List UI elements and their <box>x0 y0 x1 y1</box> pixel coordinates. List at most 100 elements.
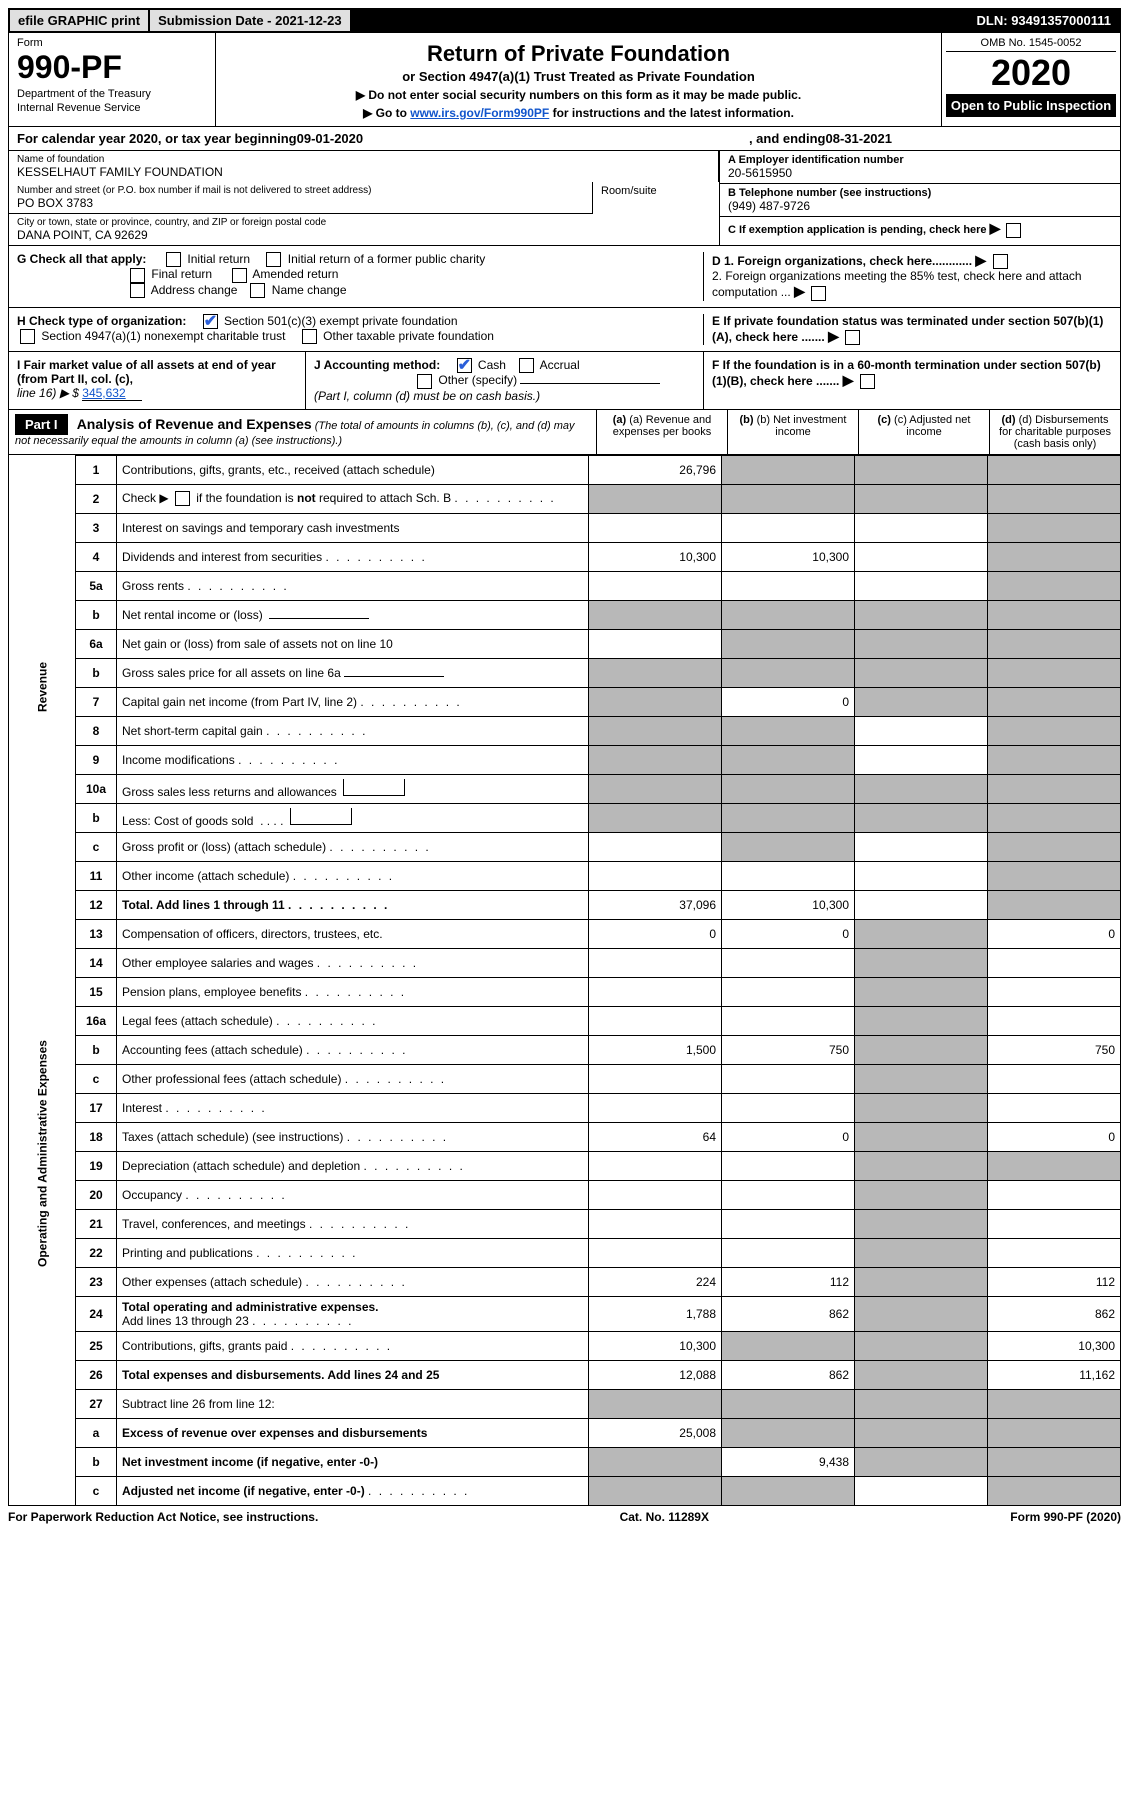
amt-a <box>589 716 722 745</box>
status-terminated-checkbox[interactable] <box>845 330 860 345</box>
amt-c <box>855 1296 988 1331</box>
amt-d <box>988 1180 1121 1209</box>
goto-post: for instructions and the latest informat… <box>549 106 794 120</box>
accrual-checkbox[interactable] <box>519 358 534 373</box>
amt-b: 862 <box>722 1360 855 1389</box>
table-row: b Less: Cost of goods sold . . . . <box>9 803 1121 832</box>
amt-d <box>988 1238 1121 1267</box>
line-desc: Net investment income (if negative, ente… <box>122 1455 378 1469</box>
amt-b <box>722 1476 855 1505</box>
initial-return-former-checkbox[interactable] <box>266 252 281 267</box>
amt-a <box>589 832 722 861</box>
gross-sales-input[interactable] <box>344 676 444 677</box>
instructions-link[interactable]: www.irs.gov/Form990PF <box>410 106 549 120</box>
initial-return-label: Initial return <box>187 252 250 266</box>
amt-c <box>855 1209 988 1238</box>
4947a1-checkbox[interactable] <box>20 329 35 344</box>
amt-c <box>855 716 988 745</box>
table-row: 5a Gross rents <box>9 571 1121 600</box>
part1-badge: Part I <box>15 414 68 435</box>
cash-label: Cash <box>478 358 506 372</box>
line-num: 11 <box>76 861 117 890</box>
paperwork-notice: For Paperwork Reduction Act Notice, see … <box>8 1510 318 1524</box>
line-desc: Less: Cost of goods sold <box>122 814 253 828</box>
form-number: 990-PF <box>17 49 207 86</box>
amt-b <box>722 484 855 513</box>
line-num: 24 <box>76 1296 117 1331</box>
60month-checkbox[interactable] <box>860 374 875 389</box>
amt-a <box>589 774 722 803</box>
submission-date: Submission Date - 2021-12-23 <box>150 10 352 31</box>
amt-d: 112 <box>988 1267 1121 1296</box>
line-desc: Legal fees (attach schedule) <box>122 1014 273 1028</box>
other-taxable-checkbox[interactable] <box>302 329 317 344</box>
other-method-checkbox[interactable] <box>417 374 432 389</box>
amt-a <box>589 1389 722 1418</box>
d1-label: D 1. Foreign organizations, check here..… <box>712 254 972 268</box>
amt-b: 112 <box>722 1267 855 1296</box>
line-desc: Capital gain net income (from Part IV, l… <box>122 695 357 709</box>
table-row: Revenue 1 Contributions, gifts, grants, … <box>9 455 1121 484</box>
col-d-header: (d) (d) Disbursements for charitable pur… <box>990 410 1120 454</box>
line-desc: Compensation of officers, directors, tru… <box>117 919 589 948</box>
gross-sales-less-input[interactable] <box>343 779 405 796</box>
amt-b: 10,300 <box>722 542 855 571</box>
line-num: 16a <box>76 1006 117 1035</box>
table-row: 18 Taxes (attach schedule) (see instruct… <box>9 1122 1121 1151</box>
final-return-checkbox[interactable] <box>130 268 145 283</box>
amt-d <box>988 1476 1121 1505</box>
amt-a: 10,300 <box>589 542 722 571</box>
amt-a: 0 <box>589 919 722 948</box>
address-change-checkbox[interactable] <box>130 283 145 298</box>
amt-d: 10,300 <box>988 1331 1121 1360</box>
amt-c <box>855 919 988 948</box>
amt-b <box>722 803 855 832</box>
amt-b: 0 <box>722 919 855 948</box>
name-change-checkbox[interactable] <box>250 283 265 298</box>
arrow-icon: ▶ <box>794 283 805 299</box>
cash-checkbox[interactable] <box>457 358 472 373</box>
line-num: 6a <box>76 629 117 658</box>
exemption-pending-checkbox[interactable] <box>1006 223 1021 238</box>
fmv-value[interactable]: 345,632 <box>82 386 142 401</box>
col-c-header: (c) (c) Adjusted net income <box>859 410 990 454</box>
amt-b <box>722 716 855 745</box>
amt-c <box>855 1064 988 1093</box>
form-title: Return of Private Foundation <box>226 41 931 67</box>
amt-a <box>589 1151 722 1180</box>
cogs-input[interactable] <box>290 808 352 825</box>
table-row: 10a Gross sales less returns and allowan… <box>9 774 1121 803</box>
table-row: 17 Interest <box>9 1093 1121 1122</box>
arrow-icon: ▶ <box>843 372 854 388</box>
line-num: b <box>76 1447 117 1476</box>
foreign-org-checkbox[interactable] <box>993 254 1008 269</box>
amt-c <box>855 1447 988 1476</box>
amt-a <box>589 687 722 716</box>
foreign-85-checkbox[interactable] <box>811 286 826 301</box>
arrow-icon: ▶ <box>990 220 1001 236</box>
501c3-checkbox[interactable] <box>203 314 218 329</box>
other-method-input[interactable] <box>520 383 660 384</box>
amt-a <box>589 513 722 542</box>
amt-b: 0 <box>722 687 855 716</box>
line-num: 12 <box>76 890 117 919</box>
amt-b <box>722 774 855 803</box>
part1-header-row: Part I Analysis of Revenue and Expenses … <box>8 410 1121 455</box>
amt-a: 37,096 <box>589 890 722 919</box>
i-label: I Fair market value of all assets at end… <box>17 358 276 386</box>
amt-a: 1,500 <box>589 1035 722 1064</box>
schb-checkbox[interactable] <box>175 491 190 506</box>
table-row: 19 Depreciation (attach schedule) and de… <box>9 1151 1121 1180</box>
table-row: 6a Net gain or (loss) from sale of asset… <box>9 629 1121 658</box>
rental-income-input[interactable] <box>269 618 369 619</box>
amended-return-checkbox[interactable] <box>232 268 247 283</box>
table-row: 11 Other income (attach schedule) <box>9 861 1121 890</box>
line-desc: Travel, conferences, and meetings <box>122 1217 306 1231</box>
efile-print-button[interactable]: efile GRAPHIC print <box>10 10 150 31</box>
line-num: c <box>76 1476 117 1505</box>
amt-c <box>855 803 988 832</box>
amt-a <box>589 658 722 687</box>
amt-b <box>722 455 855 484</box>
initial-return-checkbox[interactable] <box>166 252 181 267</box>
other-method-label: Other (specify) <box>438 373 517 387</box>
